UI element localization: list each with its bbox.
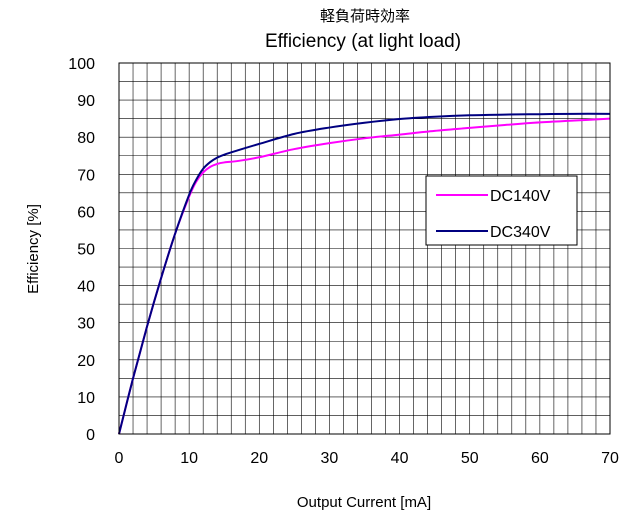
y-tick-label: 50 bbox=[77, 242, 95, 259]
grid-lines bbox=[119, 63, 610, 434]
y-tick-label: 30 bbox=[77, 316, 95, 333]
x-tick-label: 70 bbox=[601, 450, 619, 467]
series-line-dc140v bbox=[118, 117, 611, 435]
y-tick-label: 40 bbox=[77, 279, 95, 296]
y-tick-label: 60 bbox=[77, 204, 95, 221]
y-tick-label: 100 bbox=[68, 56, 95, 73]
legend-box bbox=[425, 175, 578, 246]
x-axis-label: Output Current [mA] bbox=[297, 494, 431, 511]
legend-label-dc140v: DC140V bbox=[490, 188, 551, 205]
legend-label-dc340v: DC340V bbox=[490, 224, 551, 241]
y-tick-label: 20 bbox=[77, 353, 95, 370]
x-tick-label: 20 bbox=[250, 450, 268, 467]
y-tick-label: 10 bbox=[77, 390, 95, 407]
y-tick-label: 80 bbox=[77, 130, 95, 147]
y-tick-label: 90 bbox=[77, 93, 95, 110]
y-axis-label: Efficiency [%] bbox=[25, 204, 42, 294]
legend: DC140V DC340V bbox=[425, 175, 578, 246]
tick-labels: 0 10 20 30 40 50 60 70 0 10 20 30 40 50 60 70 80 90 100 bbox=[68, 56, 619, 467]
x-tick-label: 10 bbox=[180, 450, 198, 467]
plot-frame bbox=[118, 62, 611, 435]
x-tick-label: 60 bbox=[531, 450, 549, 467]
x-tick-label: 50 bbox=[461, 450, 479, 467]
chart-title: 軽負荷時効率 bbox=[320, 7, 410, 25]
y-tick-label: 0 bbox=[86, 427, 95, 444]
x-tick-label: 0 bbox=[115, 450, 124, 467]
x-tick-label: 30 bbox=[321, 450, 339, 467]
series-line-dc340v bbox=[118, 112, 611, 435]
chart-subtitle: Efficiency (at light load) bbox=[265, 31, 461, 52]
y-tick-label: 70 bbox=[77, 167, 95, 184]
series-lines bbox=[118, 112, 611, 435]
x-tick-label: 40 bbox=[391, 450, 409, 467]
